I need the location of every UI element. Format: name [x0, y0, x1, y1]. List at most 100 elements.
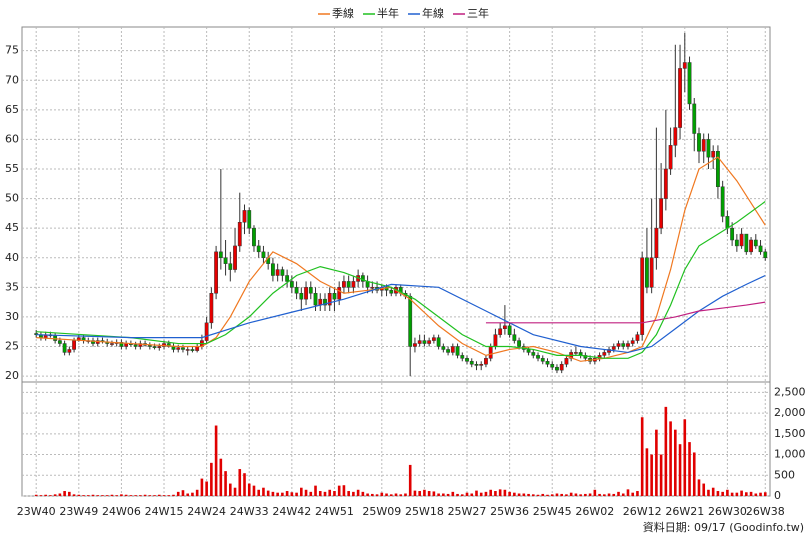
volume-bar	[692, 452, 696, 496]
volume-bar	[479, 492, 483, 496]
candle-body	[327, 293, 332, 306]
candle-body	[181, 347, 185, 350]
candle-body	[233, 245, 237, 270]
x-tick-label: 26W21	[665, 505, 704, 518]
volume-bar	[418, 491, 421, 496]
x-tick-label: 25W36	[490, 505, 529, 518]
volume-bar	[650, 454, 653, 496]
volume-bar	[451, 491, 455, 496]
candle-body	[517, 340, 521, 347]
volume-bar	[195, 489, 199, 496]
candle-body	[673, 127, 678, 146]
ma-line	[36, 201, 766, 359]
candle-body	[62, 343, 67, 353]
candle-body	[304, 287, 308, 300]
y-tick-label: 70	[5, 73, 19, 86]
volume-bar	[153, 495, 156, 496]
volume-bar	[229, 483, 232, 496]
y-tick-label: 40	[5, 251, 19, 264]
volume-bar	[134, 495, 137, 496]
volume-bar	[82, 495, 85, 496]
y-tick-label: 55	[5, 162, 19, 175]
volume-bar	[565, 494, 568, 496]
candle-body	[67, 349, 72, 353]
candle-body	[701, 139, 706, 152]
volume-bar	[707, 489, 710, 496]
y-tick-label: 20	[5, 369, 19, 382]
volume-bar	[337, 485, 341, 496]
volume-bar	[494, 491, 497, 496]
y-tick-label: 75	[5, 44, 19, 57]
candle-body	[218, 251, 223, 258]
volume-tick-label: 0	[774, 489, 781, 502]
candle-body	[237, 222, 242, 247]
candle-body	[758, 245, 763, 253]
candle-body	[299, 293, 304, 300]
candle-body	[493, 334, 498, 347]
volume-bar	[162, 495, 166, 496]
volume-bar	[446, 493, 450, 496]
candle-body	[540, 358, 545, 362]
candle-body	[753, 239, 758, 247]
candle-body	[469, 361, 474, 365]
x-tick-label: 24W15	[145, 505, 184, 518]
volume-bar	[546, 494, 549, 496]
candle-body	[663, 168, 668, 199]
volume-bar	[527, 493, 530, 496]
candle-body	[502, 325, 507, 329]
candle-body	[555, 366, 559, 371]
volume-bar	[314, 485, 317, 496]
candle-body	[110, 343, 114, 345]
candle-body	[346, 281, 351, 288]
candle-body	[616, 343, 621, 347]
volume-bar	[588, 493, 592, 496]
volume-bar	[143, 494, 147, 496]
volume-bar	[224, 471, 227, 496]
volume-bar	[640, 417, 644, 496]
volume-bar	[361, 491, 365, 496]
volume-bar	[536, 494, 540, 496]
candle-body	[209, 293, 214, 324]
volume-bar	[39, 495, 43, 496]
x-tick-label: 24W24	[187, 505, 226, 518]
x-tick-label: 24W33	[230, 505, 269, 518]
candle-body	[749, 239, 753, 253]
volume-bar	[763, 492, 767, 496]
volume-bar	[53, 494, 57, 496]
candle-body	[512, 334, 517, 341]
volume-bar	[655, 429, 658, 496]
volume-bar	[522, 493, 526, 496]
volume-bar	[110, 494, 114, 496]
volume-bar	[257, 489, 261, 496]
volume-tick-label: 500	[774, 468, 795, 481]
volume-bar	[489, 489, 492, 496]
candle-body	[474, 364, 479, 366]
volume-bar	[285, 491, 289, 496]
y-tick-label: 65	[5, 103, 19, 116]
volume-bar	[129, 495, 133, 496]
volume-bar	[34, 494, 38, 496]
x-tick-label: 24W06	[102, 505, 141, 518]
volume-bar	[243, 473, 246, 496]
y-tick-label: 30	[5, 310, 19, 323]
candle-body	[422, 340, 427, 344]
candle-body	[682, 62, 687, 69]
volume-bar	[276, 492, 279, 496]
candle-body	[247, 210, 252, 229]
candle-body	[152, 346, 157, 348]
candle-body	[692, 103, 697, 134]
candle-body	[176, 347, 181, 350]
volume-bar	[210, 462, 213, 496]
candle-body	[573, 352, 578, 354]
volume-bar	[754, 493, 758, 496]
volume-bar	[186, 493, 189, 496]
x-tick-label: 26W38	[746, 505, 785, 518]
volume-bar	[621, 493, 625, 496]
volume-bar	[408, 464, 412, 496]
volume-bar	[702, 483, 706, 496]
volume-bar	[517, 493, 521, 496]
candle-body	[611, 346, 616, 350]
volume-bar	[413, 490, 417, 496]
volume-bar	[678, 444, 682, 496]
